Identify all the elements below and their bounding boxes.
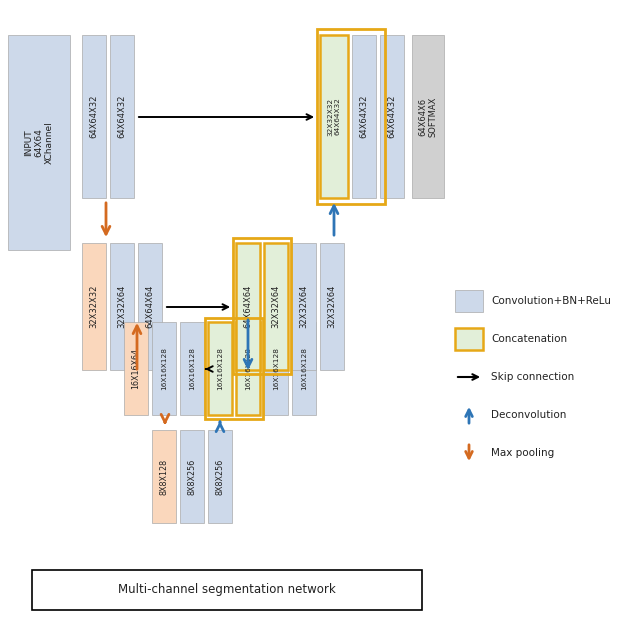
Bar <box>208 322 232 415</box>
Text: Multi-channel segmentation network: Multi-channel segmentation network <box>118 584 336 596</box>
Text: 64X64X64: 64X64X64 <box>243 285 253 328</box>
Text: 32X32X64: 32X32X64 <box>328 285 337 328</box>
Text: 64X64X6
SOFTMAX: 64X64X6 SOFTMAX <box>419 96 438 137</box>
Bar <box>124 322 148 415</box>
Text: 32X32X64: 32X32X64 <box>300 285 308 328</box>
Bar <box>236 322 260 415</box>
Bar <box>380 35 404 198</box>
Text: Concatenation: Concatenation <box>491 334 567 344</box>
Bar <box>82 35 106 198</box>
Bar <box>320 243 344 370</box>
Bar <box>455 290 483 312</box>
Text: 8X8X128: 8X8X128 <box>159 458 168 494</box>
Bar <box>82 243 106 370</box>
Text: 64X64X32: 64X64X32 <box>387 95 397 138</box>
Text: 16X16X64: 16X16X64 <box>131 348 141 389</box>
Text: 64X64X32: 64X64X32 <box>360 95 369 138</box>
Text: 32X32X32: 32X32X32 <box>90 285 99 328</box>
Bar <box>208 430 232 523</box>
Bar <box>180 430 204 523</box>
Bar <box>352 35 376 198</box>
Bar <box>233 238 291 374</box>
Bar <box>110 243 134 370</box>
Bar <box>412 35 444 198</box>
Bar <box>264 243 288 370</box>
Text: 8X8X256: 8X8X256 <box>216 458 225 494</box>
Text: 16X16X128: 16X16X128 <box>189 347 195 390</box>
Bar <box>264 322 288 415</box>
Bar <box>32 570 422 610</box>
Text: Deconvolution: Deconvolution <box>491 410 566 420</box>
Text: 8X8X256: 8X8X256 <box>188 458 196 494</box>
Text: 16X16X128: 16X16X128 <box>217 347 223 390</box>
Bar <box>455 328 483 350</box>
Text: 16X16X128: 16X16X128 <box>245 347 251 390</box>
Text: INPUT
64X64
XChannel: INPUT 64X64 XChannel <box>24 121 54 164</box>
Bar <box>236 243 260 370</box>
Bar <box>320 35 348 198</box>
Bar <box>110 35 134 198</box>
Bar <box>152 430 176 523</box>
Text: 16X16X128: 16X16X128 <box>273 347 279 390</box>
Text: 32X32X32
64X64X32: 32X32X32 64X64X32 <box>328 98 340 135</box>
Text: 32X32X64: 32X32X64 <box>118 285 127 328</box>
Bar <box>180 322 204 415</box>
Bar <box>205 318 263 419</box>
Text: 32X32X64: 32X32X64 <box>271 285 280 328</box>
Text: 64X64X64: 64X64X64 <box>145 285 154 328</box>
Text: Skip connection: Skip connection <box>491 372 574 382</box>
Text: 16X16X128: 16X16X128 <box>161 347 167 390</box>
Text: 16X16X128: 16X16X128 <box>301 347 307 390</box>
Text: Convolution+BN+ReLu: Convolution+BN+ReLu <box>491 296 611 306</box>
Bar <box>138 243 162 370</box>
Text: 64X64X32: 64X64X32 <box>90 95 99 138</box>
Bar <box>8 35 70 250</box>
Bar <box>292 322 316 415</box>
Bar <box>317 29 385 204</box>
Bar <box>292 243 316 370</box>
Text: Max pooling: Max pooling <box>491 448 554 458</box>
Text: 64X64X32: 64X64X32 <box>118 95 127 138</box>
Bar <box>152 322 176 415</box>
